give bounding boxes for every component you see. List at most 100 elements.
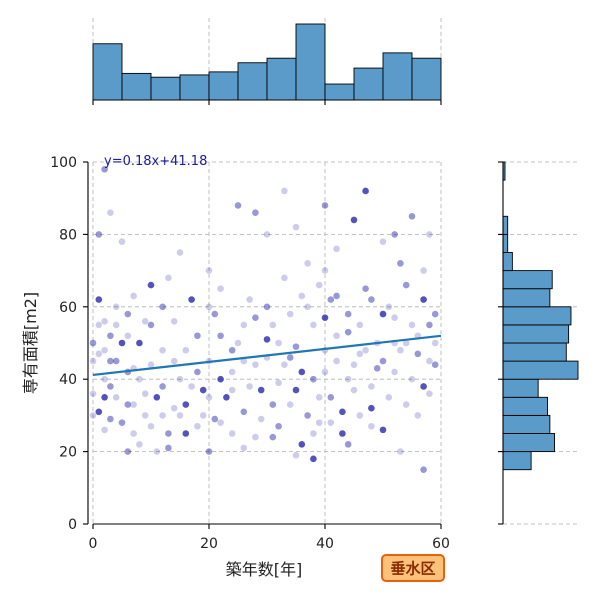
scatter-point xyxy=(234,339,242,347)
scatter-point xyxy=(217,285,224,293)
scatter-point xyxy=(205,303,213,311)
scatter-point xyxy=(107,209,114,216)
scatter-point xyxy=(205,394,213,401)
right-histogram-bar xyxy=(502,233,509,253)
scatter-point xyxy=(379,310,387,318)
scatter-point xyxy=(310,321,317,329)
scatter-point xyxy=(176,375,184,383)
scatter-point xyxy=(420,383,427,390)
scatter-point xyxy=(246,383,253,390)
scatter-point xyxy=(408,213,416,220)
scatter-point xyxy=(147,422,155,430)
scatter-point xyxy=(101,317,108,325)
scatter-point xyxy=(315,419,323,426)
scatter-points xyxy=(89,165,439,474)
scatter-point xyxy=(118,339,126,347)
right-histogram-bar xyxy=(502,451,532,471)
scatter-point xyxy=(188,296,195,303)
scatter-point xyxy=(350,361,358,369)
right-histogram-bar xyxy=(502,360,579,380)
regression-equation-label: y=0.18x+41.18 xyxy=(104,154,207,169)
scatter-point xyxy=(223,394,230,401)
scatter-point xyxy=(101,346,108,354)
scatter-point xyxy=(234,202,242,209)
scatter-point xyxy=(252,433,259,441)
scatter-point xyxy=(112,394,120,401)
scatter-point xyxy=(165,274,172,282)
scatter-point xyxy=(426,390,433,397)
scatter-point xyxy=(118,238,126,245)
scatter-point xyxy=(124,332,132,340)
scatter-point xyxy=(350,216,358,224)
top-histogram-bar xyxy=(266,57,297,101)
scatter-point xyxy=(321,314,329,321)
scatter-point xyxy=(194,422,201,430)
scatter-point xyxy=(362,346,369,354)
scatter-point xyxy=(420,466,427,474)
right-histogram xyxy=(502,161,579,471)
scatter-point xyxy=(246,296,253,303)
x-tick-label: 40 xyxy=(316,536,334,552)
right-histogram-bar xyxy=(502,433,556,453)
right-histogram-bar xyxy=(502,215,509,235)
scatter-point xyxy=(141,317,149,325)
y-tick-label: 40 xyxy=(59,372,77,388)
scatter-point xyxy=(286,401,294,408)
scatter-point xyxy=(89,390,97,397)
scatter-point xyxy=(339,430,346,437)
top-histogram-bar xyxy=(382,52,413,101)
scatter-point xyxy=(431,310,439,318)
scatter-point xyxy=(402,401,410,408)
scatter-point xyxy=(350,386,358,394)
scatter-point xyxy=(188,383,195,390)
scatter-point xyxy=(379,426,387,434)
scatter-point xyxy=(414,350,422,358)
scatter-point xyxy=(263,336,271,343)
y-tick-label: 0 xyxy=(68,517,77,533)
y-tick-label: 100 xyxy=(50,155,77,171)
scatter-point xyxy=(420,267,427,274)
scatter-point xyxy=(431,361,439,369)
scatter-point xyxy=(298,292,306,300)
x-tick-label: 20 xyxy=(200,536,218,552)
scatter-point xyxy=(95,408,103,416)
scatter-point xyxy=(327,296,335,303)
scatter-point xyxy=(356,321,364,329)
scatter-point xyxy=(182,346,190,354)
scatter-point xyxy=(304,260,311,267)
scatter-point xyxy=(275,422,282,430)
scatter-point xyxy=(124,310,132,318)
scatter-point xyxy=(153,448,161,455)
scatter-point xyxy=(141,412,149,419)
scatter-point xyxy=(136,441,143,448)
scatter-point xyxy=(147,361,155,369)
scatter-point xyxy=(402,339,410,347)
top-histogram-bar xyxy=(208,71,239,101)
scatter-point xyxy=(89,339,97,347)
scatter-point xyxy=(304,303,311,311)
top-histogram-bar xyxy=(324,83,355,101)
scatter-point xyxy=(124,401,132,408)
scatter-point xyxy=(199,412,207,419)
scatter-point xyxy=(147,321,155,329)
scatter-point xyxy=(344,375,352,383)
scatter-point xyxy=(344,328,352,336)
scatter-point xyxy=(263,231,271,238)
scatter-point xyxy=(286,310,294,318)
scatter-point xyxy=(269,401,277,408)
scatter-point xyxy=(182,430,190,437)
tick-labels: 0 20 40 60 0 20 40 60 80 100 xyxy=(50,155,450,552)
y-tick-label: 60 xyxy=(59,300,77,316)
scatter-point xyxy=(368,383,375,390)
scatter-point xyxy=(321,267,329,274)
right-histogram-bar xyxy=(502,396,548,416)
scatter-point xyxy=(141,390,149,397)
scatter-point xyxy=(379,357,387,365)
scatter-point xyxy=(211,310,219,318)
scatter-point xyxy=(368,422,375,430)
right-histogram-bar xyxy=(502,252,513,272)
scatter-point xyxy=(333,245,340,253)
scatter-point xyxy=(379,238,387,245)
scatter-point xyxy=(95,321,103,329)
scatter-point xyxy=(321,368,329,376)
